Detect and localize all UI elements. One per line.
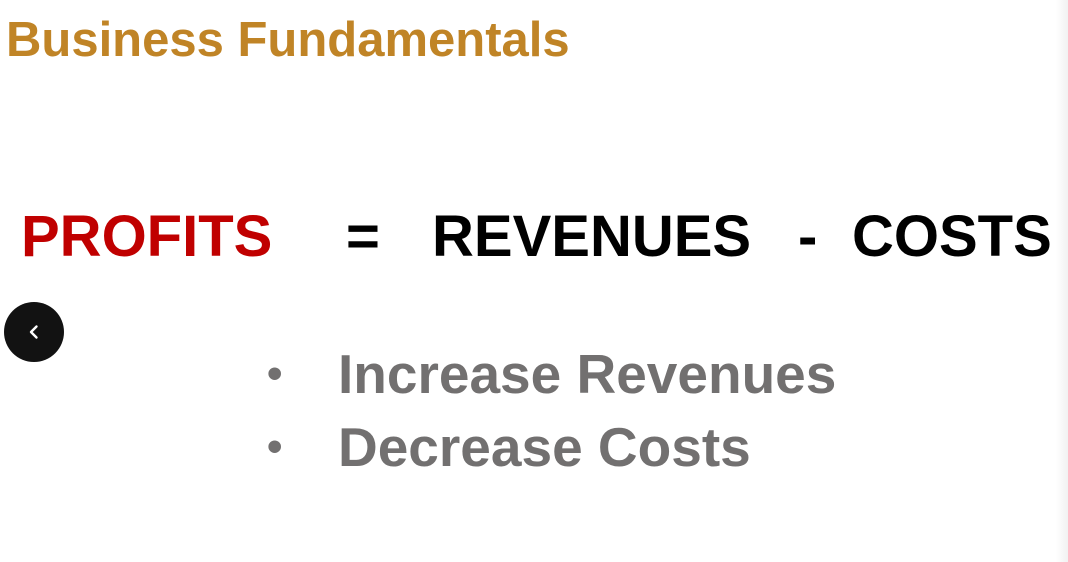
bullet-marker: • bbox=[267, 349, 283, 398]
equation-equals-sign: = bbox=[346, 204, 380, 269]
right-edge-shadow bbox=[1056, 0, 1068, 562]
previous-slide-button[interactable] bbox=[4, 302, 64, 362]
chevron-left-icon bbox=[29, 325, 38, 339]
equation-costs: COSTS bbox=[852, 204, 1052, 269]
equation-profits: PROFITS bbox=[21, 204, 273, 269]
equation-minus-sign: - bbox=[798, 204, 818, 269]
bullet-text-decrease-costs: Decrease Costs bbox=[338, 416, 751, 478]
equation-revenues: REVENUES bbox=[432, 204, 752, 269]
bullet-marker: • bbox=[267, 422, 283, 471]
slide-title: Business Fundamentals bbox=[6, 13, 570, 67]
bullet-text-increase-revenues: Increase Revenues bbox=[338, 343, 837, 405]
